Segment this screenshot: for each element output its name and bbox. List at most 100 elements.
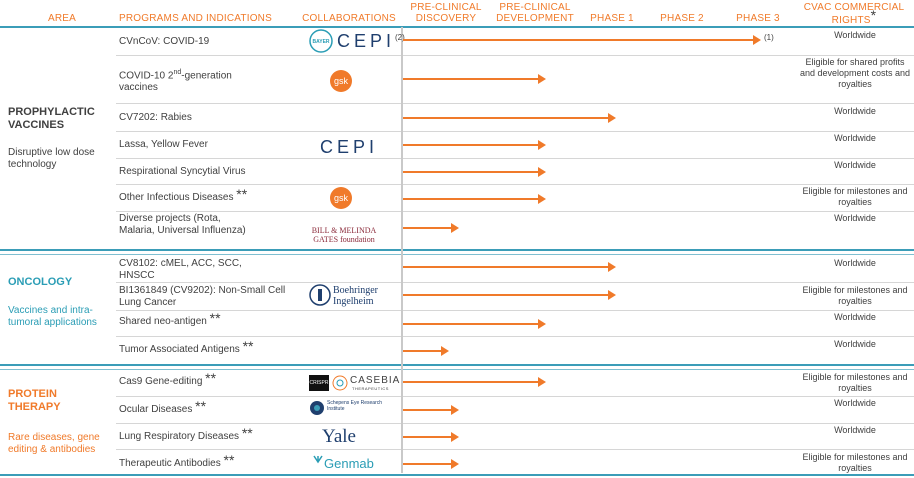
- stage-arrow: [403, 140, 546, 150]
- stage-arrow: [403, 74, 546, 84]
- genmab-logo: Genmab: [312, 452, 392, 472]
- casebia-logo-text: CASEBIA: [350, 375, 401, 386]
- stage-arrow: [403, 194, 546, 204]
- program-name: Cas9 Gene-editing **: [119, 371, 216, 388]
- row-divider: [116, 282, 914, 283]
- stage-arrow: [403, 223, 459, 233]
- stage-arrow: [403, 113, 616, 123]
- schepens-logo-text: Schepens Eye Research Institute: [327, 400, 383, 412]
- rights-cell: Worldwide: [834, 213, 876, 223]
- gsk-logo: gsk: [329, 186, 353, 210]
- program-name: CV7202: Rabies: [119, 112, 192, 123]
- program-name: COVID-10 2nd-generation vaccines: [119, 67, 269, 93]
- cepi-logo: CEPI(2): [337, 31, 405, 52]
- program-name-part: Ocular Diseases: [119, 404, 193, 415]
- gates-logo-line1: BILL & MELINDA: [311, 226, 377, 235]
- stage-arrow: [403, 432, 459, 442]
- footnote-stars: **: [241, 425, 253, 441]
- cepi-logo: CEPI: [320, 137, 378, 158]
- header-collaborations: COLLABORATIONS: [302, 13, 396, 24]
- boehringer-line2: Ingelheim: [333, 296, 374, 307]
- footnote-stars: **: [223, 452, 235, 468]
- program-name-part: COVID-10 2: [119, 70, 174, 82]
- header-rights-star: *: [870, 7, 877, 23]
- crispr-logo: CRISPR: [309, 375, 329, 391]
- stage-arrow: [403, 262, 616, 272]
- program-name-part: Shared neo-antigen: [119, 316, 207, 327]
- cepi-logo-text: CEPI: [337, 31, 396, 51]
- rights-cell: Worldwide: [834, 160, 876, 170]
- program-name: Respirational Syncytial Virus: [119, 166, 246, 177]
- casebia-logo-sub: THERAPEUTICS: [352, 386, 389, 391]
- stage-arrow: [403, 405, 459, 415]
- program-name-sup: nd: [173, 69, 182, 76]
- area-subtitle-prophylactic: Disruptive low dose technology: [8, 147, 95, 170]
- program-name: Lassa, Yellow Fever: [119, 139, 208, 150]
- stage-arrow: [403, 290, 616, 300]
- boehringer-logo-text: Boehringer Ingelheim: [333, 285, 378, 307]
- area-title-prophylactic: PROPHYLACTIC VACCINES: [8, 106, 95, 131]
- program-name: Diverse projects (Rota, Malaria, Univers…: [119, 213, 246, 236]
- header-phase1: PHASE 1: [590, 13, 634, 24]
- stage-arrow: [403, 35, 761, 45]
- boehringer-logo: Boehringer Ingelheim: [309, 283, 389, 309]
- rights-cell: Eligible for milestones and royalties: [802, 372, 908, 393]
- cepi-logo-sup: (2): [395, 33, 405, 42]
- footnote-stars: **: [242, 338, 254, 354]
- header-preclinical-discovery: PRE-CLINICAL DISCOVERY: [410, 2, 482, 24]
- program-name: BI1361849 (CV9202): Non-Small Cell Lung …: [119, 285, 286, 308]
- rights-cell: Worldwide: [834, 30, 876, 40]
- crispr-logo-text: CRISPR: [309, 380, 329, 386]
- row-divider: [116, 449, 914, 450]
- program-name-part: Therapeutic Antibodies: [119, 458, 221, 469]
- program-name: Ocular Diseases **: [119, 399, 206, 416]
- row-divider: [116, 131, 914, 132]
- row-divider: [116, 184, 914, 185]
- stage-arrow: [403, 319, 546, 329]
- stage-arrow: [403, 459, 459, 469]
- schepens-logo: Schepens Eye Research Institute: [309, 399, 389, 419]
- program-name-part: Cas9 Gene-editing: [119, 376, 203, 387]
- gsk-logo-text: gsk: [334, 193, 349, 203]
- rights-cell: Eligible for milestones and royalties: [802, 452, 908, 473]
- program-name: Other Infectious Diseases **: [119, 187, 247, 204]
- row-divider: [116, 103, 914, 104]
- yale-logo: Yale: [322, 426, 356, 447]
- rights-cell: Worldwide: [834, 258, 876, 268]
- gates-logo-line2: GATES foundation: [313, 235, 375, 244]
- section-divider-protein: [0, 364, 914, 366]
- program-footnote: (1): [764, 33, 774, 42]
- timeline-start-line: [401, 27, 403, 473]
- header-programs: PROGRAMS AND INDICATIONS: [119, 13, 272, 24]
- cepi-logo-text: CEPI: [320, 137, 379, 157]
- rights-cell: Eligible for milestones and royalties: [802, 285, 908, 306]
- footnote-stars: **: [195, 398, 207, 414]
- rights-cell: Worldwide: [834, 425, 876, 435]
- footnote-stars: **: [236, 186, 248, 202]
- header-phase3: PHASE 3: [736, 13, 780, 24]
- genmab-logo-text: Genmab: [324, 456, 374, 471]
- rights-cell: Worldwide: [834, 398, 876, 408]
- program-name-rest: -generation vaccines: [119, 70, 232, 93]
- rights-cell: Eligible for milestones and royalties: [802, 186, 908, 207]
- row-divider: [116, 55, 914, 56]
- area-title-oncology: ONCOLOGY: [8, 276, 73, 288]
- program-name: Therapeutic Antibodies **: [119, 453, 234, 470]
- program-name-part: Lung Respiratory Diseases: [119, 431, 240, 442]
- header-phase2: PHASE 2: [660, 13, 704, 24]
- row-divider: [116, 211, 914, 212]
- boehringer-line1: Boehringer: [333, 285, 378, 296]
- row-divider: [116, 423, 914, 424]
- row-divider: [116, 336, 914, 337]
- footnote-stars: **: [209, 310, 221, 326]
- row-divider: [116, 158, 914, 159]
- program-name: Shared neo-antigen **: [119, 311, 221, 328]
- rights-cell: Worldwide: [834, 339, 876, 349]
- rights-cell: Worldwide: [834, 312, 876, 322]
- section-divider-bottom: [0, 474, 914, 476]
- area-title-protein: PROTEIN THERAPY: [8, 388, 61, 413]
- rights-cell: Worldwide: [834, 106, 876, 116]
- area-subtitle-oncology: Vaccines and intra-tumoral applications: [8, 305, 97, 328]
- stage-arrow: [403, 167, 546, 177]
- gsk-logo: gsk: [329, 69, 353, 93]
